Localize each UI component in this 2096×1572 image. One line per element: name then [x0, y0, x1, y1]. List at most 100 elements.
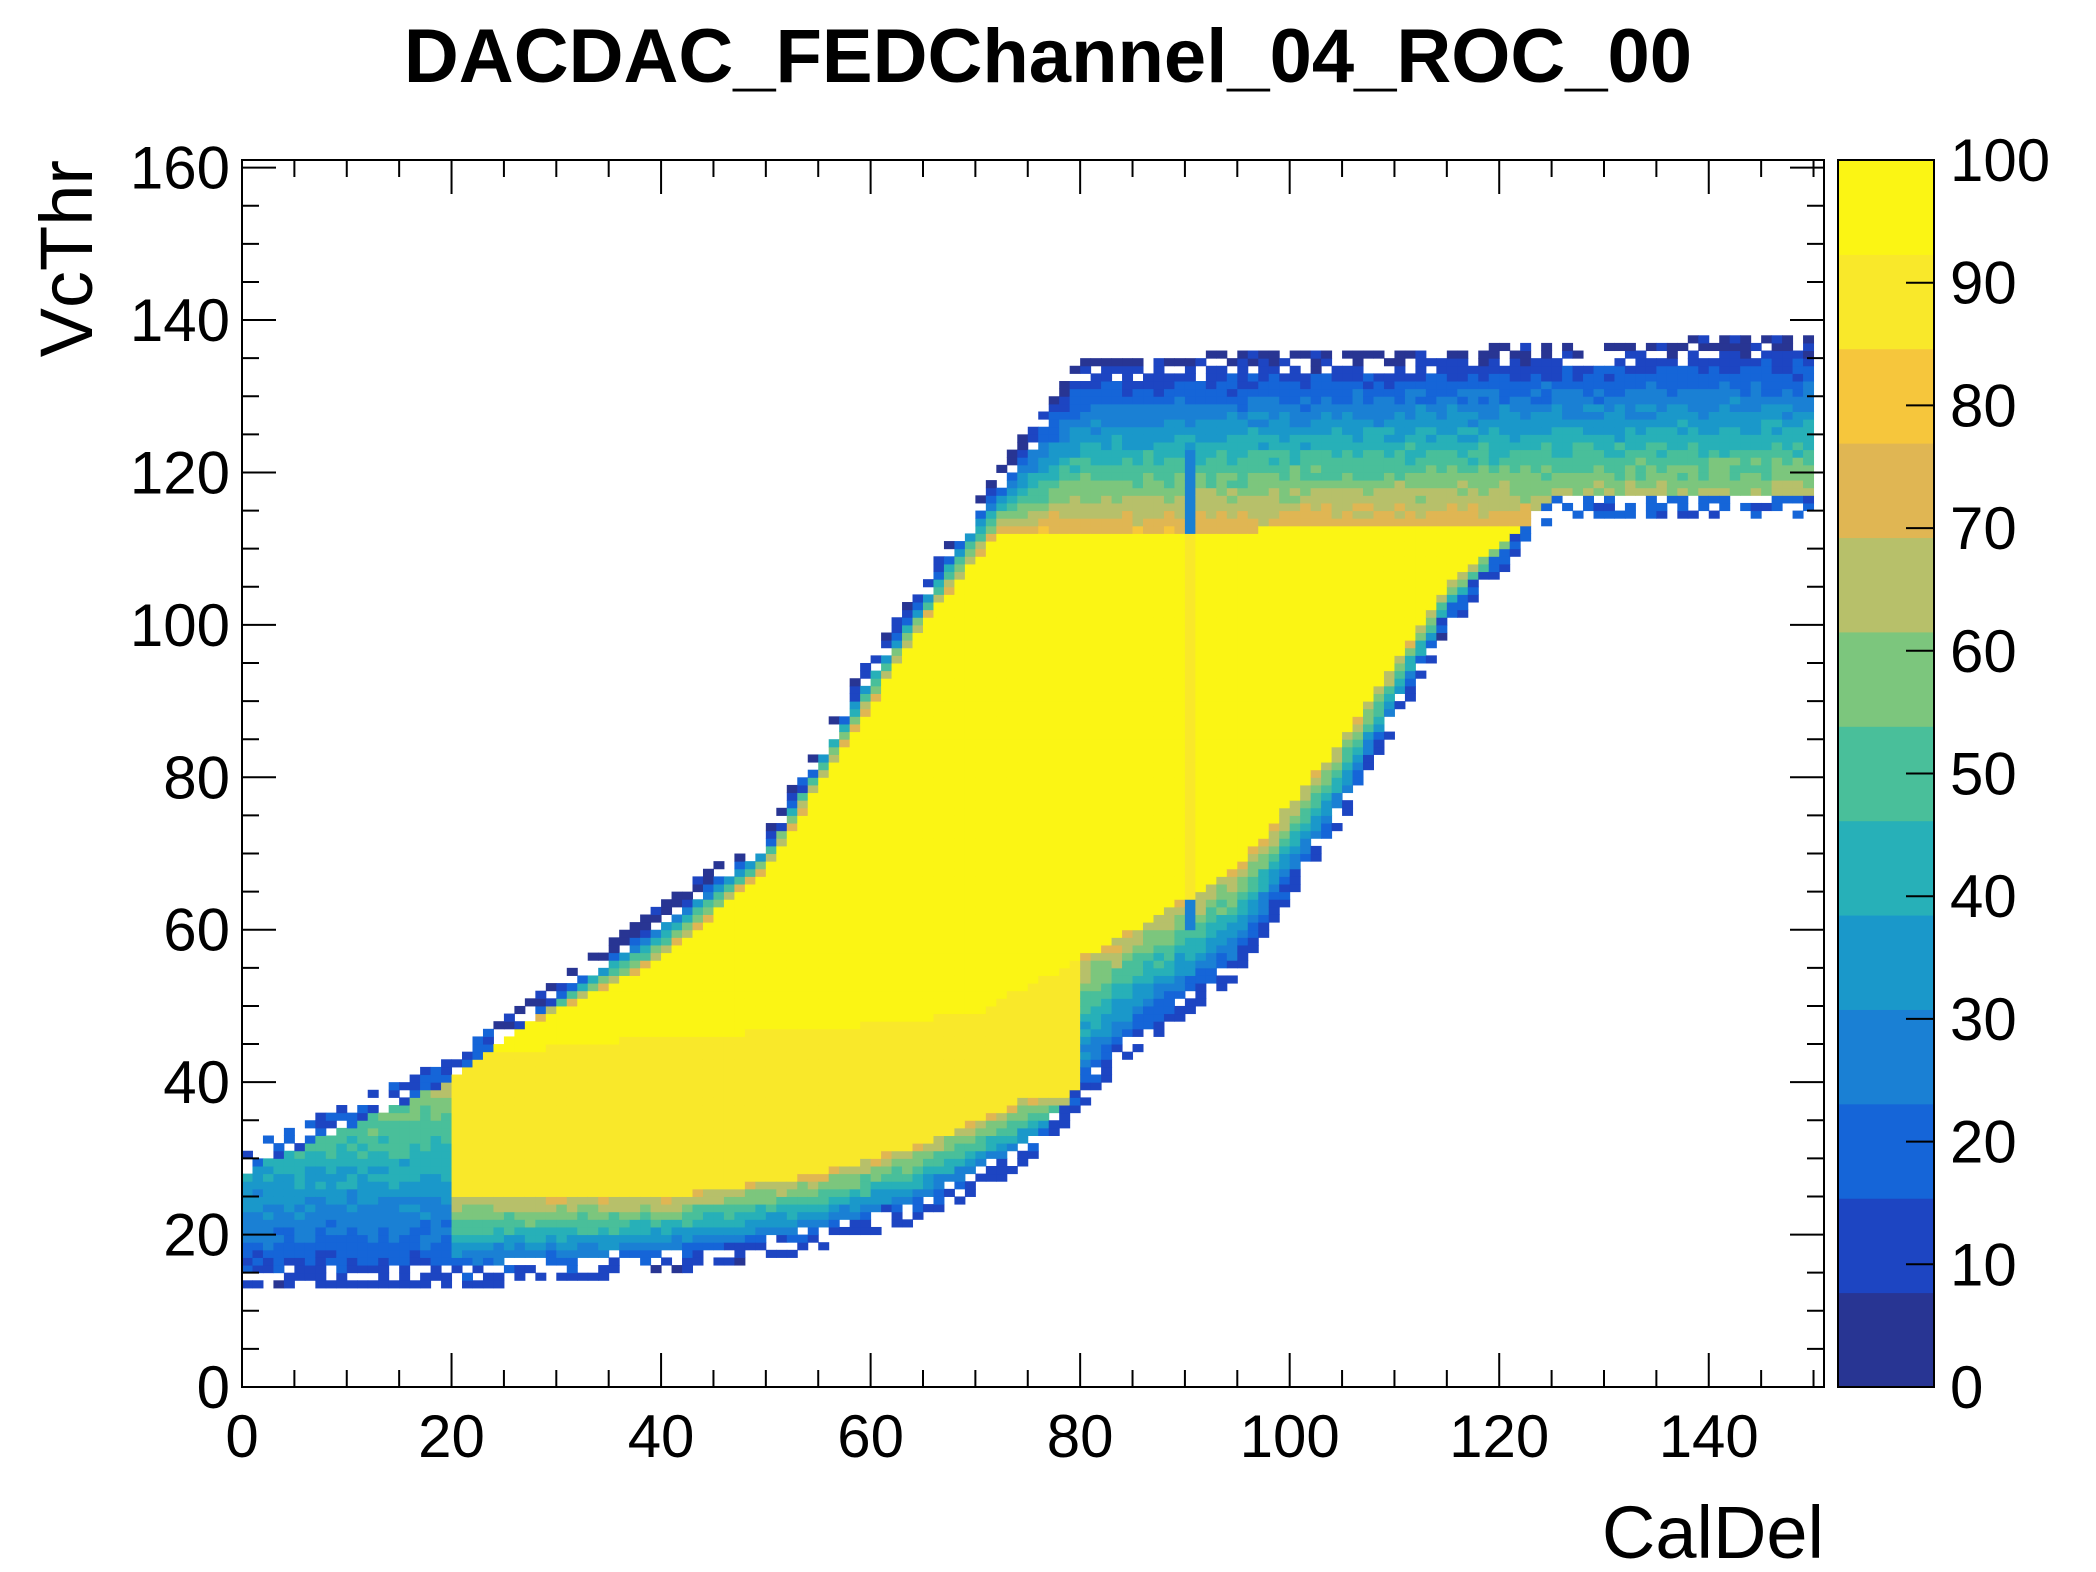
heatmap-cell	[818, 1005, 830, 1015]
heatmap-cell	[975, 762, 987, 771]
heatmap-cell	[1017, 868, 1029, 877]
heatmap-cell	[1027, 571, 1039, 580]
heatmap-cell	[640, 1028, 652, 1037]
heatmap-cell	[1184, 960, 1196, 969]
heatmap-cell	[828, 746, 840, 755]
heatmap-cell	[661, 1120, 673, 1129]
heatmap-cell	[1069, 990, 1081, 999]
heatmap-cell	[462, 1066, 473, 1076]
heatmap-cell	[922, 678, 934, 687]
heatmap-cell	[933, 1097, 945, 1106]
heatmap-cell	[1111, 861, 1123, 870]
heatmap-cell	[828, 944, 840, 954]
heatmap-cell	[1017, 975, 1029, 984]
heatmap-cell	[1122, 853, 1134, 862]
heatmap-cell	[1143, 944, 1154, 954]
heatmap-cell	[860, 1082, 872, 1091]
heatmap-cell	[1174, 891, 1186, 900]
heatmap-cell	[472, 1036, 484, 1045]
heatmap-cell	[629, 1051, 641, 1060]
heatmap-cell	[943, 556, 955, 565]
heatmap-cell	[608, 983, 620, 992]
heatmap-cell	[1048, 967, 1060, 976]
heatmap-cell	[860, 975, 872, 984]
heatmap-cell	[1006, 1135, 1018, 1144]
heatmap-cell	[734, 1211, 746, 1220]
heatmap-cell	[881, 884, 893, 893]
heatmap-cell	[1038, 807, 1050, 816]
heatmap-cell	[619, 998, 631, 1007]
heatmap-cell	[283, 1272, 295, 1281]
heatmap-cell	[671, 891, 683, 900]
heatmap-cell	[1132, 998, 1144, 1007]
heatmap-cell	[723, 1074, 735, 1083]
heatmap-cell	[1006, 518, 1018, 527]
heatmap-cell	[1080, 1074, 1092, 1083]
heatmap-cell	[1069, 586, 1081, 595]
heatmap-cell	[870, 670, 882, 679]
heatmap-cell	[964, 670, 976, 679]
heatmap-cell	[985, 975, 997, 984]
heatmap-cell	[1080, 983, 1092, 992]
heatmap-cell	[723, 1188, 735, 1197]
heatmap-cell	[860, 967, 872, 976]
heatmap-cell	[734, 1097, 746, 1106]
heatmap-cell	[702, 1165, 714, 1175]
heatmap-cell	[713, 1074, 725, 1083]
heatmap-cell	[776, 1226, 788, 1236]
heatmap-cell	[839, 1150, 851, 1159]
heatmap-cell	[702, 1173, 714, 1182]
heatmap-cell	[744, 967, 756, 976]
heatmap-cell	[472, 1120, 484, 1129]
heatmap-cell	[828, 929, 840, 938]
heatmap-cell	[524, 1143, 536, 1152]
heatmap-cell	[1017, 525, 1029, 534]
heatmap-cell	[1048, 480, 1060, 489]
heatmap-cell	[556, 1105, 568, 1114]
heatmap-cell	[849, 1105, 861, 1114]
heatmap-cell	[828, 1181, 840, 1190]
heatmap-cell	[807, 1059, 819, 1068]
heatmap-cell	[975, 937, 987, 946]
heatmap-cell	[786, 1044, 798, 1053]
heatmap-cell	[912, 1188, 924, 1197]
heatmap-cell	[1017, 899, 1029, 908]
heatmap-cell	[409, 1249, 421, 1258]
heatmap-cell	[922, 716, 934, 725]
heatmap-cell	[1080, 1028, 1092, 1037]
heatmap-cell	[922, 640, 934, 649]
heatmap-cell	[1017, 952, 1029, 961]
heatmap-cell	[734, 975, 746, 984]
heatmap-cell	[964, 891, 976, 900]
heatmap-cell	[629, 1211, 641, 1220]
heatmap-cell	[1059, 1097, 1071, 1106]
heatmap-cell	[933, 762, 945, 771]
heatmap-cell	[933, 655, 945, 664]
heatmap-cell	[975, 815, 987, 824]
heatmap-cell	[943, 967, 955, 976]
heatmap-cell	[1080, 868, 1092, 877]
heatmap-cell	[399, 1249, 411, 1258]
heatmap-cell	[954, 861, 966, 870]
heatmap-cell	[1080, 411, 1092, 420]
heatmap-cell	[996, 739, 1008, 748]
heatmap-cell	[1132, 510, 1144, 519]
heatmap-cell	[860, 1158, 872, 1167]
heatmap-cell	[357, 1158, 369, 1167]
heatmap-cell	[661, 983, 673, 992]
heatmap-cell	[860, 937, 872, 946]
heatmap-cell	[650, 998, 662, 1007]
heatmap-cell	[556, 1242, 568, 1251]
heatmap-cell	[1122, 609, 1134, 618]
heatmap-cell	[1143, 624, 1154, 634]
heatmap-cell	[1090, 472, 1102, 481]
heatmap-cell	[744, 937, 756, 946]
heatmap-cell	[671, 937, 683, 946]
heatmap-cell	[1048, 784, 1060, 794]
heatmap-cell	[524, 1265, 536, 1274]
heatmap-cell	[786, 990, 798, 999]
heatmap-cell	[765, 1089, 777, 1098]
heatmap-cell	[765, 891, 777, 900]
heatmap-cell	[1027, 769, 1039, 778]
heatmap-cell	[1048, 746, 1060, 755]
